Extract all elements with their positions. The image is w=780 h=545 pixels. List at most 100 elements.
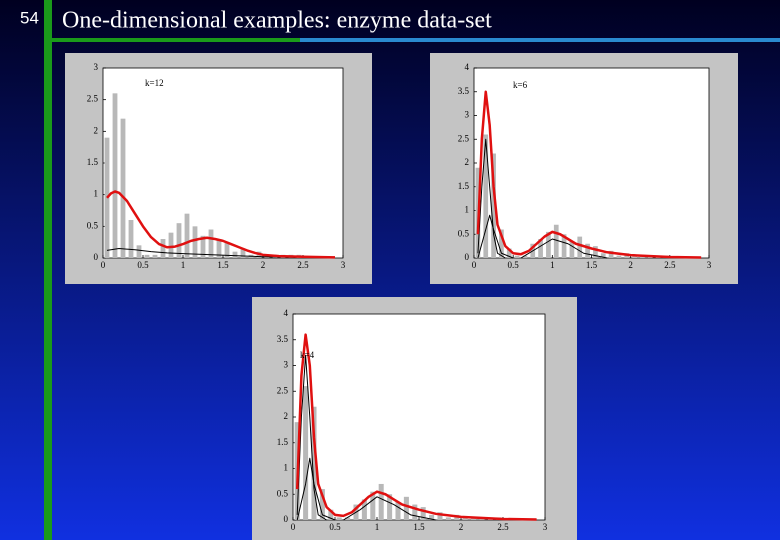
y-tick-label: 0	[94, 252, 99, 262]
density-curve	[520, 238, 608, 259]
histogram-bar	[104, 137, 110, 258]
x-tick-label: 0.5	[329, 522, 341, 532]
histogram-bar	[120, 118, 126, 259]
y-tick-label: 3	[284, 360, 289, 370]
y-tick-label: 3	[465, 110, 470, 120]
y-tick-label: 1.5	[277, 437, 289, 447]
k-label: k=4	[300, 350, 315, 360]
y-tick-label: 4	[284, 308, 289, 318]
k-label: k=6	[513, 80, 528, 90]
x-tick-label: 1	[181, 260, 186, 270]
x-tick-label: 0	[472, 260, 477, 270]
y-tick-label: 3.5	[458, 86, 470, 96]
x-tick-label: 1	[550, 260, 555, 270]
histogram-bar	[319, 489, 325, 520]
y-tick-label: 0.5	[458, 228, 470, 238]
density-curve	[477, 138, 506, 259]
histogram-bar	[483, 134, 489, 258]
density-curve	[477, 214, 514, 259]
chart: 0 0.5 1 1.5 2 2.5 3 3.5 4 0 0.5 1 1.5 2 2.5 3 k=4	[252, 297, 577, 540]
histogram-bar	[538, 239, 543, 258]
histogram-bar	[336, 517, 342, 520]
x-tick-label: 2.5	[664, 260, 676, 270]
x-tick-label: 3	[707, 260, 712, 270]
histogram-bar	[553, 224, 559, 258]
histogram-bar	[240, 248, 246, 258]
y-tick-label: 2.5	[277, 385, 289, 395]
density-curve	[295, 333, 537, 521]
chart: 0 0.5 1 1.5 2 2.5 3 0 0.5 1 1.5 2 2.5 3 k=12	[65, 53, 372, 284]
histogram-bar	[577, 236, 583, 258]
histogram-bar	[395, 501, 401, 520]
histogram-bar	[499, 229, 504, 258]
y-tick-label: 0	[284, 514, 289, 524]
histogram-bar	[506, 248, 512, 258]
density-curve	[296, 457, 336, 521]
histogram-bar	[200, 235, 206, 258]
x-tick-label: 3	[341, 260, 346, 270]
histogram-bar	[387, 494, 393, 520]
histogram-bar	[412, 504, 418, 520]
left-bar	[44, 0, 52, 540]
histogram-bar	[361, 499, 367, 520]
y-tick-label: 2.5	[458, 133, 470, 143]
histogram-bar	[608, 250, 614, 258]
y-tick-label: 3.5	[277, 334, 289, 344]
x-tick-label: 1.5	[586, 260, 598, 270]
histogram-bar	[522, 255, 528, 258]
histogram-bar	[303, 386, 309, 520]
slide-title: One-dimensional examples: enzyme data-se…	[62, 8, 492, 34]
histogram-bar	[561, 234, 567, 258]
title-rule-accent	[300, 38, 780, 42]
y-tick-label: 0.5	[87, 220, 99, 230]
histogram-bar	[168, 232, 174, 258]
histogram-bar	[445, 517, 451, 520]
y-tick-label: 1.5	[87, 157, 99, 167]
histogram-bar	[546, 231, 551, 258]
histogram-bar	[370, 491, 376, 520]
x-tick-label: 2	[628, 260, 633, 270]
plot-area	[292, 313, 546, 521]
slide-number: 54	[20, 8, 39, 27]
histogram-bar	[593, 246, 598, 258]
y-tick-label: 0	[465, 252, 470, 262]
histogram-bar	[176, 223, 182, 258]
histogram-bar	[462, 517, 468, 520]
density-curve	[106, 190, 336, 259]
y-tick-label: 2	[94, 125, 99, 135]
histogram-bar	[216, 239, 222, 258]
x-tick-label: 2	[261, 260, 266, 270]
histogram-bar	[224, 242, 230, 258]
y-tick-label: 2	[465, 157, 470, 167]
y-tick-label: 2.5	[87, 94, 99, 104]
chart: 0 0.5 1 1.5 2 2.5 3 3.5 4 0 0.5 1 1.5 2 2.5 3 k=6	[430, 53, 738, 284]
plot-area	[473, 67, 710, 259]
histogram-bar	[514, 255, 520, 258]
x-tick-label: 3	[543, 522, 548, 532]
y-tick-label: 4	[465, 62, 470, 72]
density-curve	[343, 496, 436, 521]
histogram-bar	[616, 255, 622, 258]
x-tick-label: 0.5	[137, 260, 149, 270]
x-tick-label: 1.5	[217, 260, 229, 270]
histogram-bar	[232, 251, 238, 258]
histogram-bar	[144, 254, 150, 258]
histogram-bar	[112, 93, 118, 258]
x-tick-label: 2	[459, 522, 464, 532]
y-tick-label: 1	[94, 189, 99, 199]
y-tick-label: 1.5	[458, 181, 470, 191]
histogram-bar	[437, 512, 443, 520]
histogram-bar	[160, 239, 166, 258]
histogram-bar	[491, 153, 496, 258]
histogram-bar	[632, 255, 637, 258]
density-curve	[106, 248, 296, 258]
y-tick-label: 0.5	[277, 488, 289, 498]
histogram-bar	[136, 245, 142, 258]
histogram-bar	[345, 517, 351, 520]
x-tick-label: 1	[375, 522, 380, 532]
y-tick-label: 3	[94, 62, 99, 72]
x-tick-label: 1.5	[413, 522, 425, 532]
y-tick-label: 1	[465, 205, 470, 215]
histogram-bar	[585, 243, 590, 258]
x-tick-label: 0	[291, 522, 296, 532]
